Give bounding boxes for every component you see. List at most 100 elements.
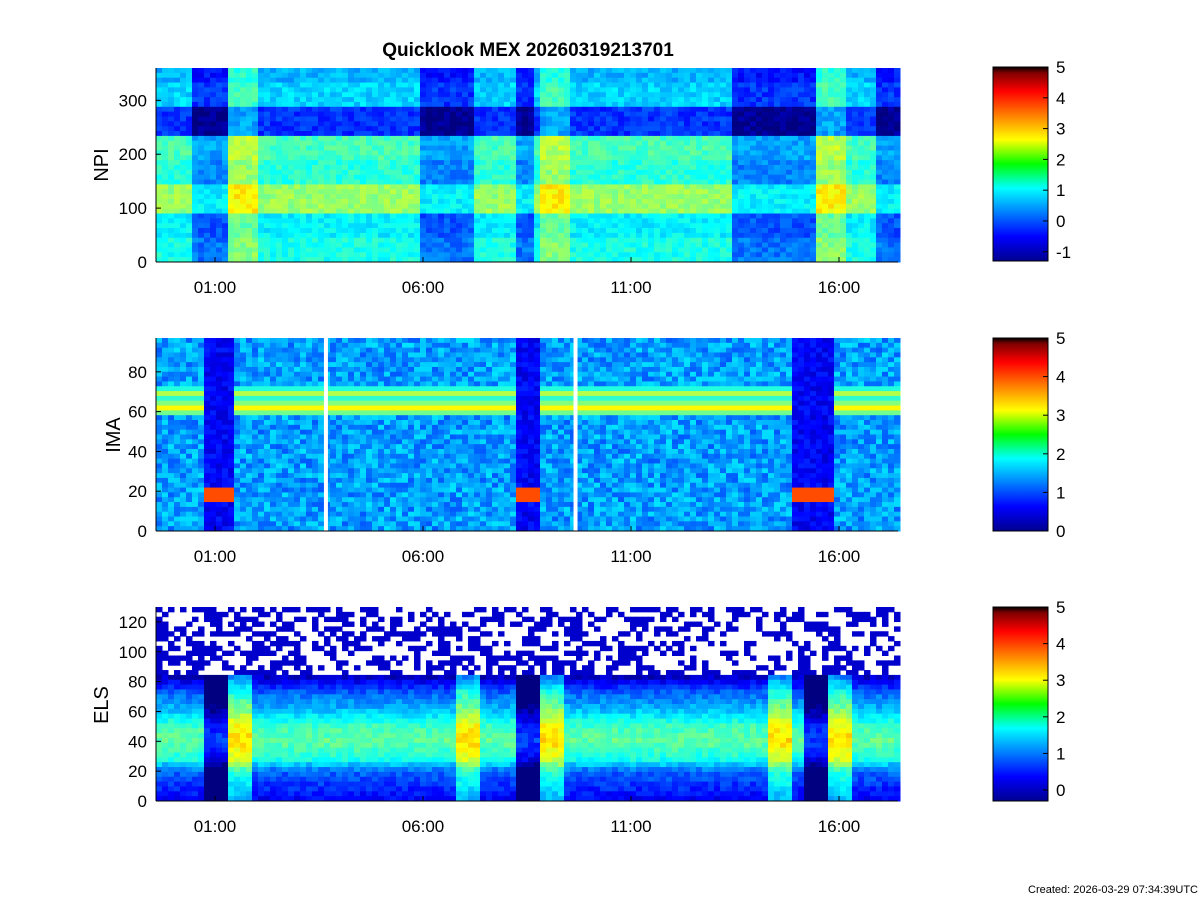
heatmap-cell [468,111,475,117]
heatmap-cell [348,106,355,113]
heatmap-cell [588,155,595,161]
heatmap-cell [828,242,835,248]
heatmap-cell [774,145,781,151]
heatmap-cell [384,208,391,214]
heatmap-cell [282,218,289,224]
heatmap-cell [492,232,499,239]
heatmap-cell [804,97,811,103]
heatmap-cell [402,121,409,127]
heatmap-cell [600,92,607,98]
heatmap-cell [480,242,487,248]
heatmap-cell [498,169,505,176]
heatmap-cell [228,247,235,253]
heatmap-cell [162,82,169,88]
heatmap-cell [174,106,181,113]
heatmap-cell [600,126,607,132]
heatmap-cell [168,252,175,258]
heatmap-cell [762,77,769,84]
heatmap-cell [828,68,835,74]
heatmap-cell [192,150,199,156]
heatmap-cell [738,252,745,258]
heatmap-cell [654,135,661,142]
heatmap-cell [582,106,589,113]
heatmap-cell [546,194,553,200]
heatmap-cell [618,126,625,132]
heatmap-cell [456,111,463,117]
heatmap-cell [834,179,841,185]
heatmap-cell [858,237,865,244]
heatmap-cell [702,131,709,137]
heatmap-cell [804,242,811,248]
heatmap-cell [606,135,613,142]
heatmap-cell [300,213,307,219]
heatmap-cell [342,155,349,161]
heatmap-cell [420,218,427,224]
heatmap-cell [174,77,181,84]
heatmap-cell [174,87,181,93]
heatmap-cell [324,160,331,166]
heatmap-cell [462,203,469,210]
heatmap-cell [876,165,883,171]
heatmap-cell [618,87,625,93]
heatmap-cell [498,165,505,171]
heatmap-cell [558,160,565,166]
heatmap-cell [666,92,673,98]
heatmap-cell [432,72,439,79]
heatmap-cell [408,203,415,210]
heatmap-cell [564,232,571,239]
heatmap-cell [786,184,793,190]
heatmap-cell [762,140,769,147]
heatmap-cell [612,101,619,108]
heatmap-cell [582,174,589,181]
heatmap-cell [198,237,205,244]
heatmap-cell [720,223,727,229]
heatmap-cell [618,208,625,214]
heatmap-cell [504,135,511,142]
heatmap-cell [582,68,589,74]
heatmap-cell [636,165,643,171]
heatmap-cell [522,72,529,79]
heatmap-cell [588,194,595,200]
heatmap-cell [156,228,163,234]
heatmap-cell [504,179,511,185]
heatmap-cell [618,135,625,142]
heatmap-cell [810,72,817,79]
heatmap-cell [816,228,823,234]
heatmap-cell [216,213,223,219]
heatmap-cell [510,87,517,93]
x-tick-label: 11:00 [610,278,651,297]
heatmap-cell [888,101,895,108]
heatmap-cell [768,198,775,205]
heatmap-cell [594,92,601,98]
heatmap-cell [756,237,763,244]
heatmap-cell [846,106,853,113]
heatmap-cell [276,184,283,190]
heatmap-cell [882,179,889,185]
heatmap-cell [372,189,379,195]
heatmap-cell [552,223,559,229]
heatmap-cell [804,135,811,142]
heatmap-cell [810,257,817,263]
heatmap-cell [492,92,499,98]
heatmap-cell [336,174,343,181]
heatmap-cell [852,68,859,74]
heatmap-cell [690,203,697,210]
heatmap-cell [750,252,757,258]
heatmap-cell [294,111,301,117]
heatmap-cell [756,101,763,108]
heatmap-cell [840,218,847,224]
heatmap-cell [216,160,223,166]
heatmap-cell [402,213,409,219]
heatmap-cell [204,242,211,248]
heatmap-cell [444,101,451,108]
heatmap-cell [186,184,193,190]
heatmap-cell [240,252,247,258]
heatmap-cell [372,145,379,151]
heatmap-cell [702,106,709,113]
heatmap-cell [702,179,709,185]
heatmap-cell [294,242,301,248]
heatmap-cell [660,150,667,156]
heatmap-cell [624,257,631,263]
heatmap-cell [690,184,697,190]
heatmap-cell [852,179,859,185]
